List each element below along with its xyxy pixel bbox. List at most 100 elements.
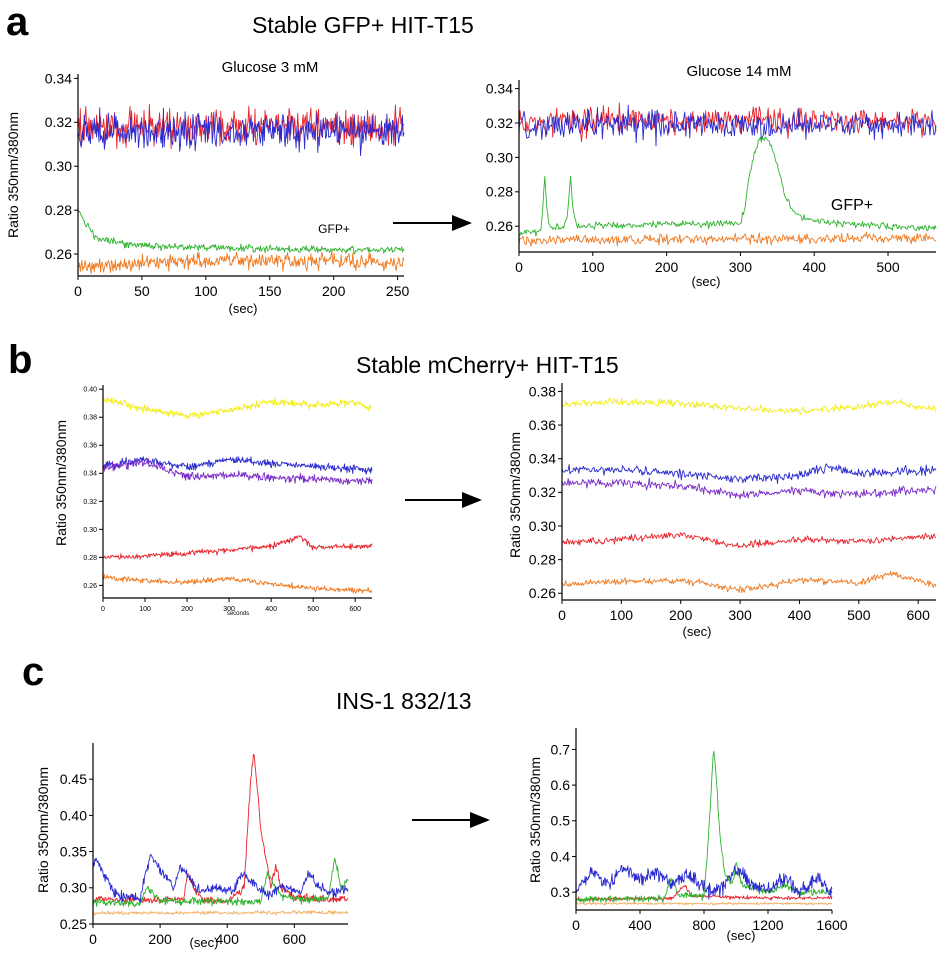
x-tick-label: 150 [258,283,282,299]
panel-letter-a: a [6,0,29,44]
x-axis-label: (sec) [190,935,219,950]
annotation-label: GFP+ [318,222,350,236]
series-line [518,136,937,237]
x-tick-label: 0 [515,259,523,275]
series-line [102,574,373,594]
x-tick-label: 400 [265,606,277,613]
y-tick-label: 0.28 [529,552,556,568]
y-tick-label: 0.32 [486,115,513,131]
x-tick-label: 500 [847,607,871,623]
series-line [518,231,937,247]
series-line [77,107,405,157]
series-line [92,857,349,908]
series-line [77,209,405,255]
x-tick-label: 0 [101,606,105,613]
y-tick-label: 0.45 [60,771,87,787]
chart-b-right: 0.26 0.28 0.30 0.32 0.34 0.36 0.38 0 100 200 300 40… [507,383,937,639]
panel-letter-c: c [22,650,45,694]
x-tick-label: 0 [89,931,97,947]
y-tick-label: 0.30 [486,149,513,165]
panel-title-c: INS-1 832/13 [336,688,472,714]
y-tick-label: 0.26 [83,583,97,590]
y-tick-label: 0.32 [529,484,556,500]
y-tick-label: 0.4 [551,848,571,864]
series-line [561,477,937,500]
x-tick-label: 300 [728,607,752,623]
y-tick-label: 0.32 [83,499,97,506]
x-axis-label: (sec) [727,928,756,943]
x-tick-label: 300 [223,606,235,613]
x-tick-label: 1200 [752,917,783,933]
chart-a-left: 0.26 0.28 0.30 0.32 0.34 0 50 100 150 200 250 Gluco… [5,59,410,316]
y-tick-label: 0.30 [45,158,72,174]
x-tick-label: 250 [386,283,410,299]
x-tick-label: 400 [216,931,240,947]
x-tick-label: 200 [148,931,172,947]
y-tick-label: 0.28 [486,184,513,200]
series-line [102,458,373,486]
x-tick-label: 200 [669,607,693,623]
panel-letter-b: b [8,338,33,382]
y-axis-label: Ratio 350nm/380nm [5,112,21,238]
y-axis-label: Ratio 350nm/380nm [35,767,51,893]
x-tick-label: 600 [349,606,361,613]
y-tick-label: 0.7 [551,741,571,757]
series-line [518,104,937,147]
annotation-label: GFP+ [831,197,873,214]
x-tick-label: 100 [610,607,634,623]
y-tick-label: 0.3 [551,884,571,900]
y-axis-label: Ratio 350nm/380nm [53,420,69,546]
chart-a-right: 0.26 0.28 0.30 0.32 0.34 0 100 200 300 400 500 Gluc… [486,63,937,289]
y-tick-label: 0.6 [551,777,571,793]
series-line [575,901,833,906]
series-line [518,102,937,143]
panel-title-a: Stable GFP+ HIT-T15 [252,12,474,38]
x-tick-label: 600 [283,931,307,947]
series-line [575,864,833,900]
series-line [561,463,937,485]
y-tick-label: 0.30 [83,527,97,534]
x-tick-label: 400 [788,607,812,623]
panel-title-b: Stable mCherry+ HIT-T15 [356,352,619,378]
y-tick-label: 0.40 [83,387,97,394]
x-tick-label: 400 [803,259,827,275]
series-line [92,853,349,903]
y-tick-label: 0.34 [529,451,556,467]
chart-c-right: 0.3 0.4 0.5 0.6 0.7 0 400 800 1200 1600 (sec) Ratio… [527,728,848,943]
y-axis-label: Ratio 350nm/380nm [527,757,543,883]
y-tick-label: 0.28 [83,555,97,562]
series-line [77,249,405,275]
series-line [575,750,833,904]
x-axis-label: (sec) [229,301,258,316]
x-tick-label: 100 [581,259,605,275]
x-tick-label: 500 [876,259,900,275]
chart-b-left: 0.26 0.28 0.30 0.32 0.34 0.36 0.38 0.40 0 100 200 3… [53,385,373,617]
y-tick-label: 0.38 [83,415,97,422]
y-tick-label: 0.36 [529,417,556,433]
y-tick-label: 0.30 [529,518,556,534]
x-axis-label: (sec) [692,274,721,289]
y-tick-label: 0.25 [60,916,87,932]
series-line [102,396,373,419]
chart-title: Glucose 14 mM [686,63,791,80]
x-tick-label: 0 [572,917,580,933]
series-line [92,753,349,906]
x-tick-label: 600 [907,607,931,623]
x-tick-label: 200 [322,283,346,299]
y-tick-label: 0.26 [529,585,556,601]
x-tick-label: 200 [181,606,193,613]
x-tick-label: 0 [74,283,82,299]
y-tick-label: 0.36 [83,443,97,450]
y-tick-label: 0.35 [60,844,87,860]
y-tick-label: 0.40 [60,807,87,823]
y-tick-label: 0.38 [529,383,556,399]
series-line [561,531,937,549]
chart-title: Glucose 3 mM [222,59,319,76]
x-tick-label: 800 [692,917,716,933]
y-axis-label: Ratio 350nm/380nm [507,432,523,558]
y-tick-label: 0.30 [60,880,87,896]
x-tick-label: 300 [729,259,753,275]
series-line [92,909,349,916]
y-tick-label: 0.34 [83,471,97,478]
